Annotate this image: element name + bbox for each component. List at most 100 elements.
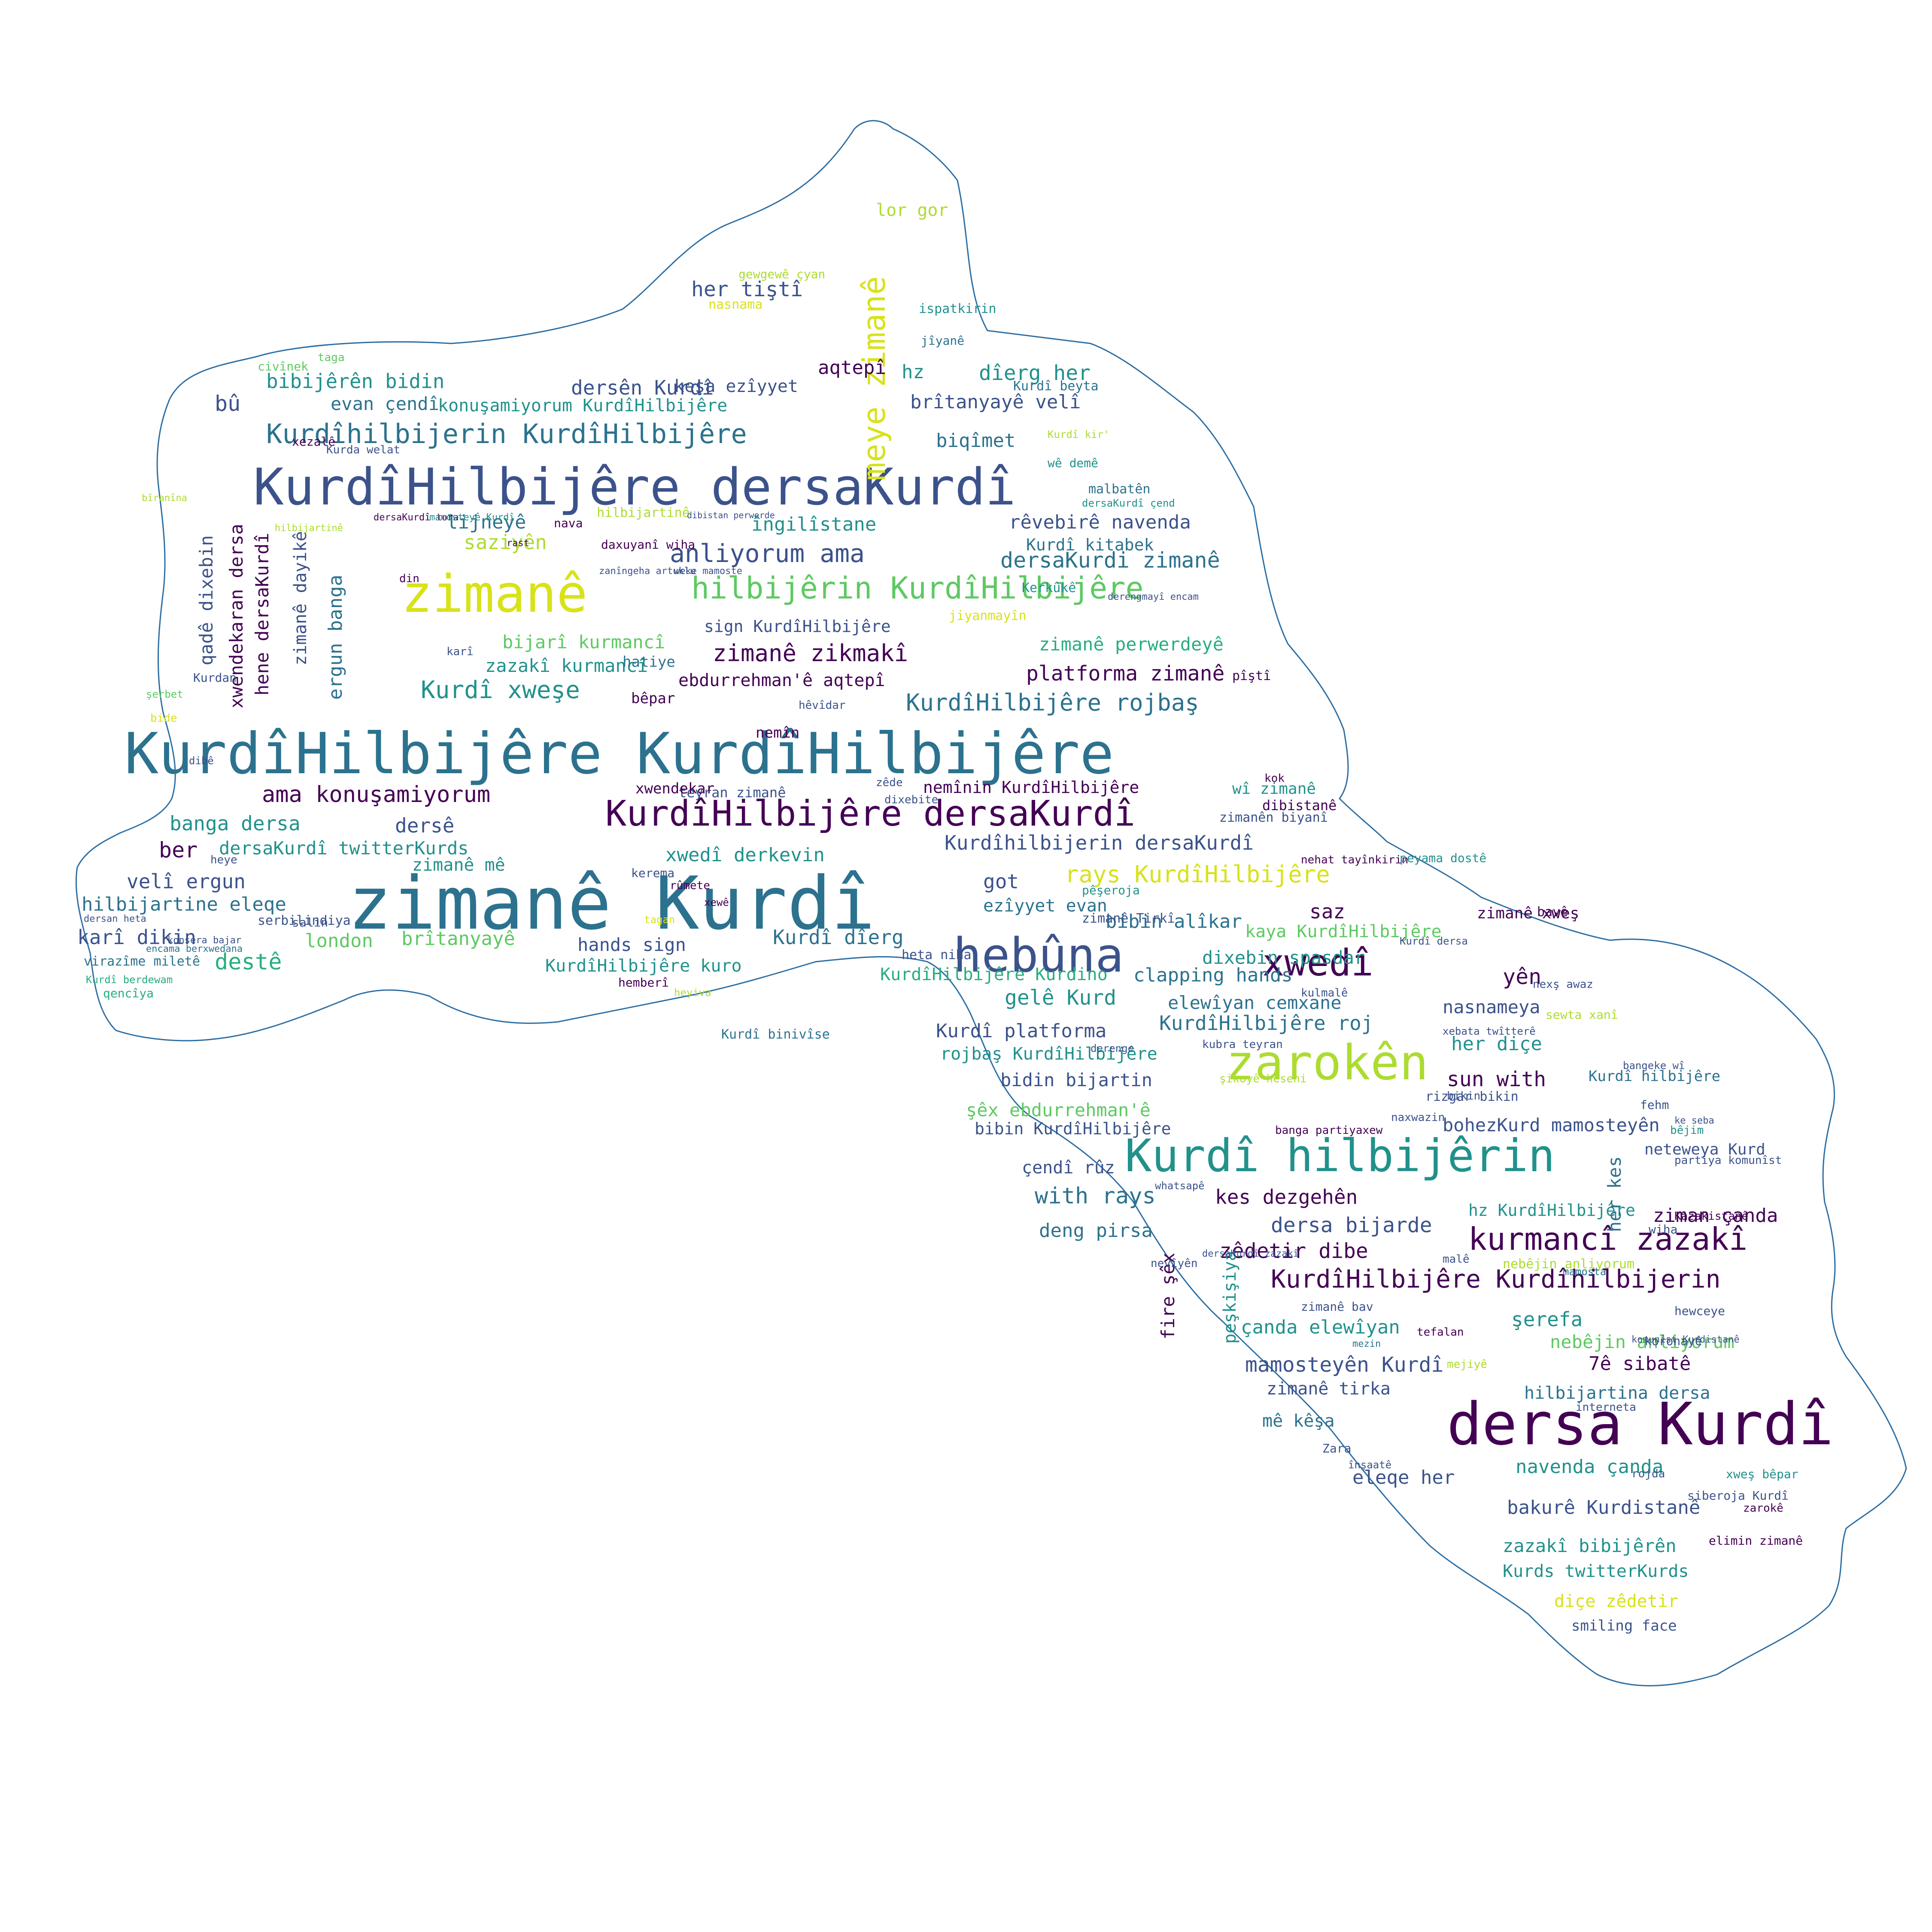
word: bibin KurdîHilbijêre [975,1119,1171,1138]
word: elewîyan cemxane [1168,992,1342,1013]
word: Kurdan [193,671,237,685]
word: diçe zêdetir [1554,1592,1678,1611]
word: london [305,930,373,952]
word: tefalan [1417,1326,1464,1339]
word: bêjim [1670,1124,1704,1137]
word: heye [210,854,237,866]
word: gelê Kurd [1005,986,1117,1010]
word: Kurdî hilbijêrin [1125,1130,1555,1182]
word: derenge [1091,1042,1134,1054]
word: sign KurdîHilbijêre [704,617,891,636]
word: dersa bijarde [1271,1213,1432,1237]
word: zazakî kurmancî [485,655,648,676]
word: nehat tayînkirin [1301,854,1409,866]
word: lijneyê [447,511,526,533]
word: hz KurdîHilbijêre [1468,1201,1635,1220]
word: encama berxwedana [146,944,243,954]
word: hebûna [953,928,1124,983]
word: Kurda welat [326,444,401,456]
word: tagan [644,914,675,926]
word: teyran zimanê [678,784,786,801]
word: Kerkûkê [1022,580,1076,595]
word: 7ê sibatê [1589,1353,1691,1375]
word: her tiştî [691,277,803,301]
word: virazîme miletê [84,954,200,969]
word: hene dersaKurdî [252,532,273,696]
word: Kurdî platforma [936,1020,1107,1042]
word: ispatkirin [919,301,996,316]
word: kurmancî zazakî [1468,1221,1748,1257]
word: dersaKurdi zimanê [1000,548,1220,573]
word: hilbijartina dersa [1524,1383,1710,1403]
word: kok [1264,772,1285,785]
word: şerbet [146,688,183,700]
word: got [983,870,1019,893]
word: kaya KurdîHilbijêre [1245,922,1442,942]
word: konuşamiyorum KurdîHilbijêre [438,396,728,416]
word: ke seba [1674,1115,1714,1126]
word: heta niha [902,948,972,963]
word: bijarî kurmancî [502,632,665,653]
word: sun with [1447,1067,1546,1091]
word: bidin bijartin [1000,1069,1153,1091]
word: zimanê Kurdî [348,861,875,946]
word: kerema [631,866,675,880]
word: şikoyê heseni [1219,1072,1307,1085]
word: nexş awaz [1533,978,1593,991]
word: brîtanyayê velî [910,391,1081,413]
word: rizgar bikin [1425,1089,1519,1104]
word: siberoja Kurdî [1687,1488,1789,1503]
word: zimanê zikmakî [713,640,908,667]
word: KurdîHilbijêre kuro [545,956,742,976]
word: xewê [704,896,729,908]
word: Kurdîhilbijerin KurdîHilbijêre [266,418,747,450]
word: her kes [1604,1156,1625,1232]
word: dersaKurdî çend [1082,497,1175,509]
word: zimanê perwerdeyê [1039,634,1224,655]
word: zazakî bibijêrên [1503,1535,1677,1556]
word: kubra teyran [1202,1038,1283,1051]
word: ama konuşamiyorum [262,782,491,808]
word: Kazakistanê [1674,1210,1749,1223]
word: xebata twîtterê [1443,1025,1536,1037]
word: şêx ebdurrehman'ê [966,1100,1151,1121]
word: wî zimanê [1232,780,1316,798]
word: qencîya [103,986,154,1000]
word: KurdîHilbijêre rojbaş [906,689,1199,716]
word: zimanê tirka [1267,1379,1391,1399]
word: dersaKurdî tora [374,512,459,523]
word: malbatên [1088,482,1151,497]
word: dersê [395,814,455,837]
word: qadê dixebin [196,535,217,665]
word: çendî rûz [1022,1158,1115,1178]
word: dersaKurdî zazakî [1202,1249,1299,1259]
word: heyiva [674,987,711,999]
word: zimanê [401,565,588,624]
word: lor gor [876,200,948,220]
word: civînek [258,359,309,374]
word: neteweya Kurd [1644,1141,1765,1158]
word: koronayê [1644,1334,1702,1348]
word: bibijêrên bidin [266,370,445,393]
word: salin [292,915,328,930]
word: pêşeroja [1082,883,1140,897]
word: aqtepî [818,357,886,379]
map-boundary [75,120,1907,1686]
word: nava [554,516,583,530]
word: keşa ezîyyet [674,377,798,396]
word: ziman çanda [1653,1205,1778,1227]
word: whatsapê [1155,1180,1205,1192]
word: bide [150,712,177,725]
word: jîyanê [921,334,965,348]
word: navenda çanda [1516,1456,1664,1478]
word: derengmayî encam [1108,592,1199,602]
word: Kurdî beyta [1013,379,1099,394]
word: mejiyê [1447,1358,1487,1371]
word: bikin [1447,1090,1481,1103]
word: biqîmet [936,430,1016,452]
word: partiya komunîst [1674,1154,1782,1167]
word: konsera bajar [167,935,242,946]
word: pîştî [1232,668,1271,683]
word: ber [159,838,198,863]
word: brîtanyayê [401,928,515,950]
